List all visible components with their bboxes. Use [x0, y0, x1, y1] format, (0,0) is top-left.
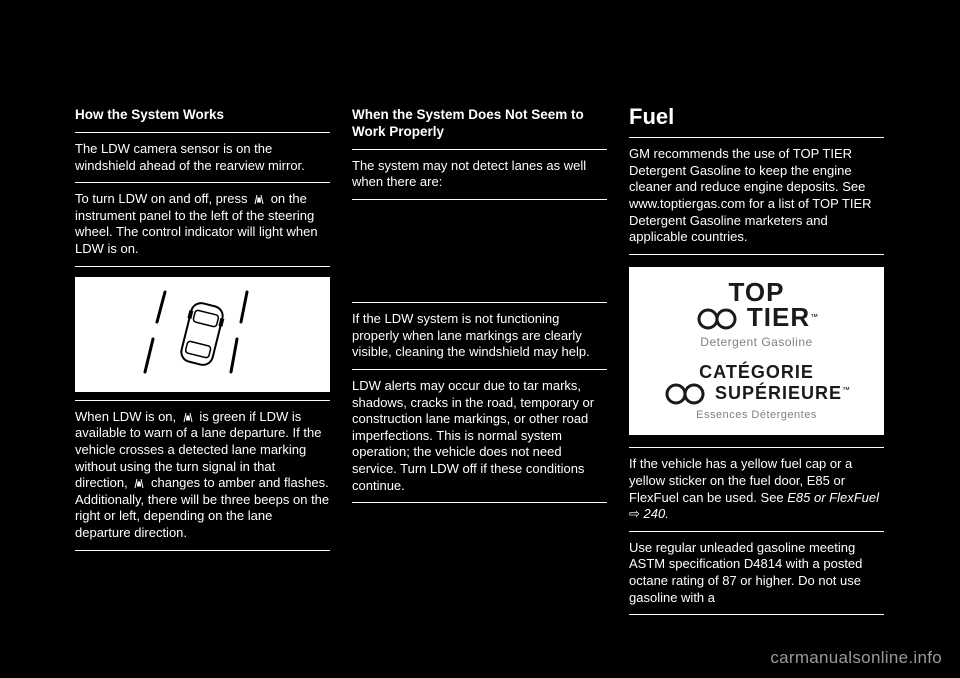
rule: [75, 266, 330, 267]
logo-sub-fr: Essences Détergentes: [696, 409, 817, 421]
rule: [75, 182, 330, 183]
logo-tier-wrap: TIER™: [747, 306, 818, 331]
lane-diagram-svg: [75, 277, 330, 392]
ldw-lane-diagram: [75, 277, 330, 392]
logo-main-row-fr: SUPÉRIEURE™: [663, 383, 850, 405]
rule: [352, 502, 607, 503]
rule: [629, 447, 884, 448]
para-c2-1: The system may not detect lanes as well …: [352, 156, 607, 193]
logo-categorie: CATÉGORIE: [699, 363, 814, 381]
column-1: How the System Works The LDW camera sens…: [75, 105, 330, 615]
para-c1-1: The LDW camera sensor is on the windshie…: [75, 139, 330, 176]
xref-arrow: ⇨: [629, 506, 644, 521]
column-2: When the System Does Not Seem to Work Pr…: [352, 105, 607, 615]
para-c3-2: If the vehicle has a yellow fuel cap or …: [629, 454, 884, 525]
heading-not-work-properly: When the System Does Not Seem to Work Pr…: [352, 105, 607, 143]
rule: [629, 254, 884, 255]
logo-superieure: SUPÉRIEURE: [715, 383, 842, 403]
top-tier-logo-fr: CATÉGORIE SUPÉRIEURE™ Essences Détergent…: [663, 363, 850, 421]
rule: [629, 614, 884, 615]
top-tier-logo-box: TOP TIER™ Detergent Gasoline CATÉGORIE: [629, 267, 884, 435]
heading-fuel: Fuel: [629, 105, 884, 131]
ldw-icon: [252, 193, 266, 205]
ldw-icon: [181, 411, 195, 423]
rings-icon: [663, 383, 707, 405]
page-content: How the System Works The LDW camera sens…: [75, 105, 885, 615]
para-c1-3: When LDW is on, is green if LDW is avail…: [75, 407, 330, 544]
rule: [75, 400, 330, 401]
logo-sup-wrap: SUPÉRIEURE™: [715, 384, 850, 404]
text: To turn LDW on and off, press: [75, 191, 251, 206]
para-c3-1: GM recommends the use of TOP TIER Deterg…: [629, 144, 884, 248]
logo-tm-fr: ™: [842, 386, 850, 395]
rule: [75, 550, 330, 551]
ldw-icon: [132, 477, 146, 489]
logo-sub-en: Detergent Gasoline: [700, 335, 812, 349]
rule: [352, 369, 607, 370]
heading-how-system-works: How the System Works: [75, 105, 330, 126]
logo-tier-text: TIER: [747, 302, 810, 332]
para-c1-2: To turn LDW on and off, press on the ins…: [75, 189, 330, 260]
rule: [352, 302, 607, 303]
para-c3-3: Use regular unleaded gasoline meeting AS…: [629, 538, 884, 609]
rule: [629, 531, 884, 532]
rule: [352, 149, 607, 150]
text: When LDW is on,: [75, 409, 180, 424]
watermark: carmanualsonline.info: [770, 648, 942, 668]
rule: [75, 132, 330, 133]
xref-page: 240.: [644, 506, 669, 521]
logo-top-text: TOP: [729, 281, 785, 304]
rings-icon: [695, 308, 739, 330]
xref-e85: E85 or FlexFuel: [787, 490, 879, 505]
logo-main-row: TIER™: [695, 306, 818, 331]
para-c2-3: LDW alerts may occur due to tar marks, s…: [352, 376, 607, 496]
top-tier-logo-en: TOP TIER™ Detergent Gasoline: [695, 281, 818, 349]
para-c2-2: If the LDW system is not functioning pro…: [352, 309, 607, 363]
column-3: Fuel GM recommends the use of TOP TIER D…: [629, 105, 884, 615]
spacer: [352, 206, 607, 296]
logo-tm: ™: [810, 313, 818, 322]
rule: [629, 137, 884, 138]
rule: [352, 199, 607, 200]
